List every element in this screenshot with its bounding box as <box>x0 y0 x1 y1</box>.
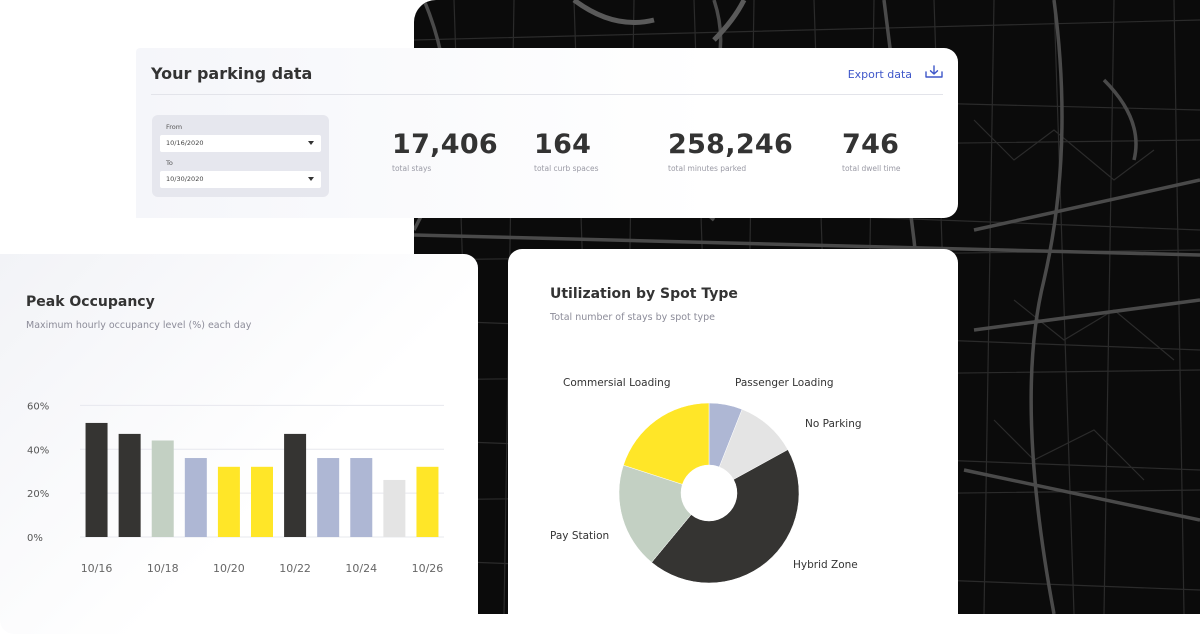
utilization-subtitle: Total number of stays by spot type <box>550 312 715 323</box>
to-date-select[interactable]: 10/30/2020 <box>160 171 321 188</box>
stat-value: 258,246 <box>668 129 794 160</box>
from-date-select[interactable]: 10/16/2020 <box>160 135 321 152</box>
bar-10/17 <box>118 433 141 537</box>
bar-10/24 <box>350 458 373 537</box>
x-tick-label: 10/26 <box>412 562 444 575</box>
bar-10/23 <box>317 458 340 537</box>
peak-occupancy-title: Peak Occupancy <box>26 294 155 310</box>
from-label: From <box>166 123 183 131</box>
utilization-donut-chart: Passenger Loading No Parking Hybrid Zone Pa… <box>550 377 862 584</box>
x-tick-label: 10/18 <box>147 562 179 575</box>
slice-label: Passenger Loading <box>735 377 834 389</box>
download-icon[interactable] <box>924 65 944 79</box>
x-tick-label: 10/22 <box>279 562 311 575</box>
stat-label: total dwell time <box>842 164 901 173</box>
utilization-title: Utilization by Spot Type <box>550 286 738 302</box>
stat-label: total curb spaces <box>534 164 599 173</box>
slice-label: Pay Station <box>550 530 609 542</box>
parking-data-title: Your parking data <box>151 64 313 83</box>
utilization-card: Utilization by Spot Type Total number of… <box>508 249 958 629</box>
stat-value: 164 <box>534 129 592 160</box>
slice-label: Hybrid Zone <box>793 559 858 571</box>
to-label: To <box>166 159 173 167</box>
stat-total-stays: 17,406 total stays <box>392 128 498 173</box>
peak-occupancy-card: Peak Occupancy Maximum hourly occupancy … <box>0 254 478 634</box>
stat-label: total minutes parked <box>668 164 747 173</box>
bar-10/21 <box>251 466 273 537</box>
x-tick-label: 10/16 <box>81 562 113 575</box>
header-divider <box>151 94 943 95</box>
y-tick-label: 60% <box>27 401 49 412</box>
slice-hybrid-zone <box>651 449 800 584</box>
date-range-picker: From 10/16/2020 To 10/30/2020 <box>152 115 329 197</box>
bar-10/16 <box>85 422 108 537</box>
stat-value: 17,406 <box>392 129 498 160</box>
bar-10/19 <box>184 458 207 537</box>
export-data-link[interactable]: Export data <box>847 68 912 81</box>
chevron-down-icon <box>308 177 314 181</box>
bar-10/18 <box>151 440 174 537</box>
stat-total-dwell-time: 746 total dwell time <box>842 128 901 173</box>
slice-commersial-loading <box>623 402 710 485</box>
parking-data-card: Your parking data Export data From 10/16… <box>136 48 958 218</box>
y-tick-label: 0% <box>27 533 43 544</box>
slice-pay-station <box>618 464 692 563</box>
bar-10/22 <box>284 433 307 537</box>
bar-10/20 <box>217 466 240 537</box>
to-date-value: 10/30/2020 <box>166 175 204 183</box>
x-tick-label: 10/24 <box>345 562 377 575</box>
bar-10/25 <box>383 479 406 537</box>
peak-occupancy-bar-chart: 0% 20% 40% 60% 10/16 10/18 10/20 10/22 10/24 10/2… <box>27 401 444 575</box>
from-date-value: 10/16/2020 <box>166 139 204 147</box>
stat-total-curb-spaces: 164 total curb spaces <box>534 128 599 173</box>
stat-label: total stays <box>392 164 432 173</box>
chevron-down-icon <box>308 141 314 145</box>
y-tick-label: 20% <box>27 489 49 500</box>
stat-value: 746 <box>842 129 900 160</box>
stat-total-minutes-parked: 258,246 total minutes parked <box>668 128 793 173</box>
slice-label: Commersial Loading <box>563 377 671 389</box>
slice-label: No Parking <box>805 418 862 430</box>
x-tick-label: 10/20 <box>213 562 245 575</box>
peak-occupancy-subtitle: Maximum hourly occupancy level (%) each … <box>26 320 252 331</box>
bar-10/26 <box>416 466 439 537</box>
y-tick-label: 40% <box>27 445 49 456</box>
